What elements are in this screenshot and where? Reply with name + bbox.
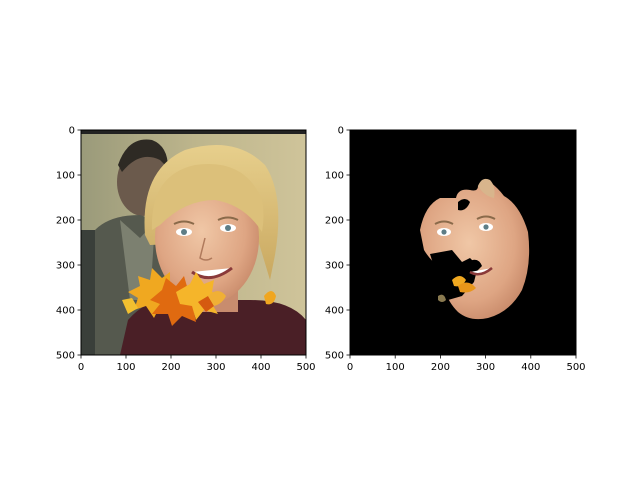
right-image-panel: 0 100 200 300 400 500 0 100 200 300 400 500 [325, 126, 586, 374]
left-y-tick-label: 100 [56, 171, 75, 182]
left-x-tick-label: 100 [116, 362, 135, 373]
left-image-panel: 0 100 200 300 400 500 0 100 200 300 400 500 [56, 126, 316, 374]
right-y-ticks: 0 100 200 300 400 500 [325, 126, 350, 362]
right-y-tick-label: 200 [325, 216, 344, 227]
left-y-tick-label: 0 [69, 126, 75, 137]
right-x-tick-label: 0 [347, 362, 353, 373]
right-y-tick-label: 400 [325, 306, 344, 317]
left-x-ticks: 0 100 200 300 400 500 [78, 355, 316, 373]
right-x-ticks: 0 100 200 300 400 500 [347, 355, 586, 373]
right-y-tick-label: 300 [325, 261, 344, 272]
right-x-tick-label: 300 [476, 362, 495, 373]
left-y-tick-label: 200 [56, 216, 75, 227]
left-y-tick-label: 300 [56, 261, 75, 272]
right-y-tick-label: 500 [325, 351, 344, 362]
left-x-tick-label: 500 [296, 362, 315, 373]
left-x-tick-label: 0 [78, 362, 84, 373]
right-x-tick-label: 400 [521, 362, 540, 373]
right-y-tick-label: 100 [325, 171, 344, 182]
right-x-tick-label: 500 [566, 362, 585, 373]
left-x-tick-label: 200 [161, 362, 180, 373]
left-y-ticks: 0 100 200 300 400 500 [56, 126, 81, 362]
right-x-tick-label: 200 [431, 362, 450, 373]
left-x-tick-label: 300 [206, 362, 225, 373]
left-y-tick-label: 500 [56, 351, 75, 362]
right-x-tick-label: 100 [386, 362, 405, 373]
right-y-tick-label: 0 [338, 126, 344, 137]
right-photo [350, 130, 576, 355]
left-x-tick-label: 400 [251, 362, 270, 373]
left-photo [81, 130, 306, 355]
left-y-tick-label: 400 [56, 306, 75, 317]
